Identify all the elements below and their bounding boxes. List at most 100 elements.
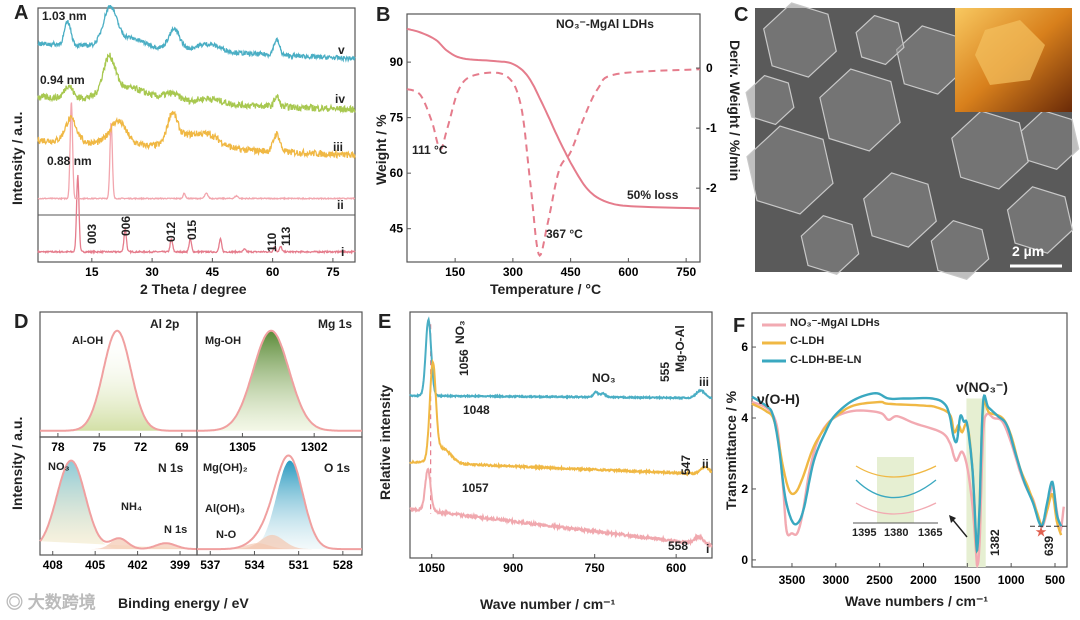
f-inset-arrowhead: [949, 515, 956, 523]
f-peak-1382: 1382: [988, 529, 1002, 556]
e-peak-558: 558: [668, 539, 689, 553]
d-x-axis-label: Binding energy / eV: [118, 595, 249, 611]
e-peak-547: 547: [679, 454, 693, 475]
d-0-x-tick-label: 75: [93, 440, 107, 454]
d-minor-component: [40, 538, 197, 550]
d-minor-component: [197, 534, 362, 550]
d-3-x-tick-label: 534: [244, 558, 264, 572]
a-series-label-ii: ii: [337, 198, 344, 212]
panel-letter-d: D: [14, 311, 29, 333]
f-oh-band-label: ν(O-H): [757, 391, 800, 407]
f-x-axis-label: Wave numbers / cm⁻¹: [845, 593, 989, 609]
a-series-label-iii: iii: [333, 140, 344, 154]
d-2-x-tick-label: 408: [43, 558, 63, 572]
f-inset-arrow: [952, 519, 968, 538]
d-n1s-title: N 1s: [158, 461, 184, 475]
b-y2-tick-label: 0: [706, 61, 713, 75]
f-inset-curve: [855, 465, 937, 478]
e-series-iii: [409, 316, 713, 401]
e-peak-1048: 1048: [463, 403, 490, 417]
f-x-tick-label: 500: [1045, 573, 1065, 587]
b-y2-tick-label: -1: [706, 121, 717, 135]
d-aloh3-label: Al(OH)₃: [205, 503, 245, 515]
b-x-tick-label: 600: [618, 265, 638, 279]
c-platelet: [930, 220, 990, 280]
d-mg1s-title: Mg 1s: [318, 317, 353, 331]
f-inset-curve: [855, 502, 937, 515]
e-x-tick-label: 1050: [418, 561, 445, 575]
f-peak-639: 639: [1042, 535, 1056, 556]
c-platelet: [745, 74, 795, 126]
f-no3-band-label: ν(NO₃⁻): [956, 379, 1008, 395]
f-inset-highlight: [877, 457, 914, 523]
e-x-tick-label: 750: [585, 561, 605, 575]
d-y-axis-label: Intensity / a.u.: [9, 416, 25, 510]
e-peak-555: 555: [658, 361, 672, 382]
a-series-label-iv: iv: [335, 92, 346, 106]
e-mg-o-al-label: Mg-O-Al: [673, 325, 687, 372]
a-plot-frame: [37, 7, 356, 263]
c-platelet: [1020, 110, 1080, 170]
b-x-axis-label: Temperature / °C: [490, 281, 602, 297]
b-x-tick-label: 300: [503, 265, 523, 279]
d-component-fill: [197, 330, 362, 431]
b-y-tick-label: 45: [390, 222, 404, 236]
f-x-tick-label: 3500: [779, 573, 806, 587]
e-series-label-iii: iii: [699, 375, 710, 389]
e-peak-1057: 1057: [462, 481, 489, 495]
f-inset-curve: [855, 479, 937, 499]
b-y2-axis-label: Deriv. Weight / %/min: [727, 40, 743, 182]
f-y-tick-label: 6: [741, 340, 748, 354]
a-hkl-015: 015: [185, 219, 199, 240]
d-mgoh2-label: Mg(OH)₂: [203, 462, 248, 474]
a-x-tick-label: 15: [85, 265, 99, 279]
f-star-icon: ★: [1035, 524, 1048, 540]
d-subplot-frame: [196, 436, 363, 556]
f-y-tick-label: 0: [741, 553, 748, 567]
f-inset-tick-1380: 1380: [884, 527, 909, 539]
c-platelet: [863, 172, 937, 248]
d-al2p-title: Al 2p: [150, 317, 180, 331]
b-series-weight: [406, 27, 701, 210]
c-platelet: [855, 14, 905, 66]
f-x-tick-label: 3000: [822, 573, 849, 587]
a-hkl-012: 012: [164, 221, 178, 242]
f-x-tick-label: 2500: [866, 573, 893, 587]
d-component-fill: [40, 330, 197, 431]
d-2-x-tick-label: 402: [128, 558, 148, 572]
c-platelet: [763, 2, 837, 78]
d-envelope: [197, 329, 362, 432]
b-y-tick-label: 90: [390, 55, 404, 69]
c-platelet: [819, 68, 901, 152]
a-x-tick-label: 75: [326, 265, 340, 279]
d-envelope: [197, 454, 362, 551]
e-series-label-i: i: [706, 542, 710, 556]
d-3-x-tick-label: 531: [289, 558, 309, 572]
a-x-axis-label: 2 Theta / degree: [140, 281, 247, 297]
b-x-tick-label: 450: [561, 265, 581, 279]
f-plot-frame: [751, 312, 1068, 568]
b-x-tick-label: 750: [676, 265, 696, 279]
panel-letter-b: B: [376, 4, 391, 26]
a-d-spacing-ii: 0.88 nm: [47, 154, 92, 168]
d-al-oh-label: Al-OH: [72, 335, 104, 347]
d-nh4-label: NH₄: [121, 501, 143, 513]
e-series-i: [409, 467, 713, 549]
a-hkl-003: 003: [85, 223, 99, 244]
f-x-tick-label: 1500: [954, 573, 981, 587]
panel-letter-c: C: [734, 4, 749, 26]
f-inset-tick-1395: 1395: [852, 527, 877, 539]
e-peak-1056: 1056: [457, 349, 471, 376]
d-3-x-tick-label: 537: [200, 558, 220, 572]
d-0-x-tick-label: 72: [134, 440, 148, 454]
a-d-spacing-v: 1.03 nm: [42, 9, 87, 23]
b-y2-tick-label: -2: [706, 181, 717, 195]
d-0-x-tick-label: 78: [51, 440, 65, 454]
e-no3-top-label: NO₃: [453, 320, 467, 344]
a-series-iii: [37, 110, 356, 160]
f-y-axis-label: Transmittance / %: [723, 390, 739, 510]
b-sample-title: NO₃⁻-MgAl LDHs: [556, 17, 654, 31]
b-peak-367: 367 °C: [546, 227, 583, 241]
b-y-axis-label: Weight / %: [373, 114, 389, 185]
